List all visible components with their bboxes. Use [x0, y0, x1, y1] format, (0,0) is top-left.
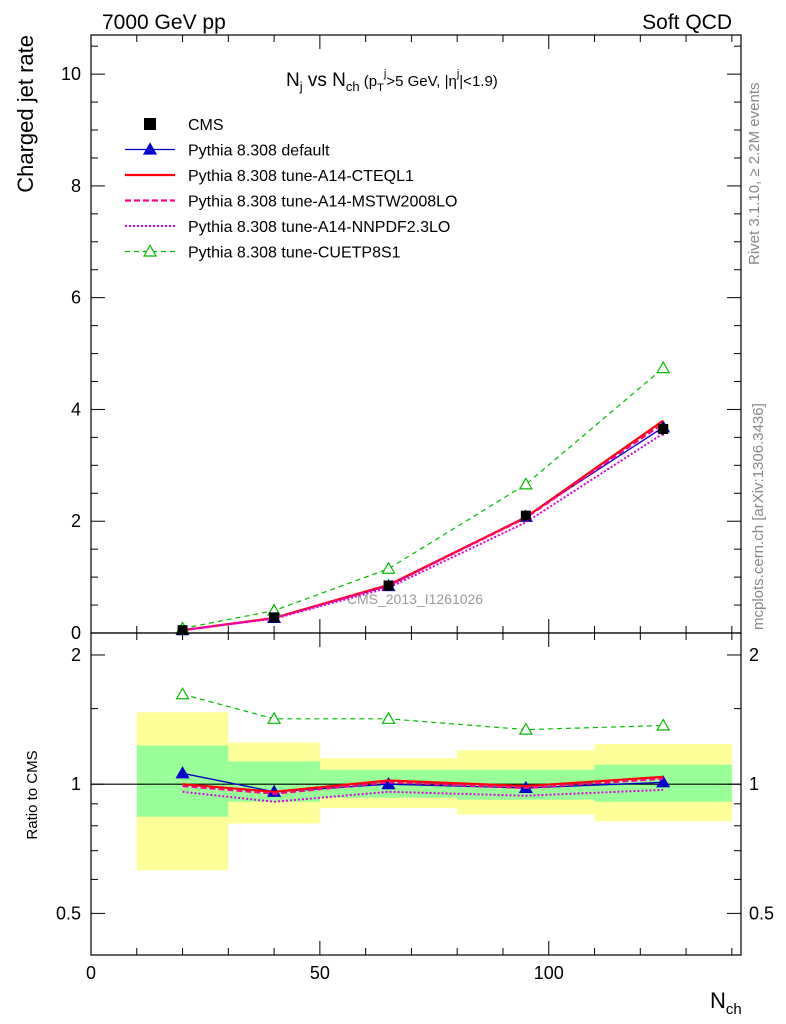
legend-label: Pythia 8.308 tune-A14-MSTW2008LO [188, 194, 457, 211]
ratio-series-point [267, 711, 282, 724]
ratio-y-tick-label-left: 0.5 [56, 903, 81, 923]
ratio-series-point [656, 718, 671, 731]
ratio-series-point [656, 775, 671, 788]
ratio-series-line [182, 775, 664, 793]
rivet-label: Rivet 3.1.10, ≥ 2.2M events [746, 83, 763, 266]
main-y-tick-label: 0 [71, 623, 81, 643]
main-ylabel: Charged jet rate [13, 35, 38, 193]
legend-label: Pythia 8.308 default [188, 143, 330, 160]
legend-marker [142, 142, 158, 155]
title-vs: vs N [303, 70, 346, 91]
cms-data-point [520, 510, 531, 521]
main-series-point [656, 360, 671, 374]
cms-data-point [177, 625, 188, 636]
energy-label: 7000 GeV pp [102, 11, 226, 34]
ratio-y-tick-label-right: 0.5 [749, 903, 774, 923]
main-y-tick-label: 4 [71, 399, 81, 419]
ratio-series-line [182, 788, 664, 803]
title-j-sup: j [383, 68, 386, 80]
ratio-series-point [518, 722, 533, 735]
ratio-x-tick-label: 50 [310, 963, 330, 983]
main-y-tick-label: 2 [71, 511, 81, 531]
main-series-point [518, 477, 533, 490]
ratio-ylabel: Ratio to CMS [24, 750, 41, 839]
main-title: Nj vs Nch (pTj>5 GeV, |ηj|<1.9) [286, 68, 498, 94]
legend-label-cms: CMS [188, 117, 224, 134]
ratio-frame [90, 632, 742, 956]
main-y-tick-label: 6 [71, 288, 81, 308]
ratio-x-tick-label: 100 [534, 963, 564, 983]
legend-marker [142, 244, 158, 257]
analysis-watermark: CMS_2013_I1261026 [347, 591, 483, 607]
main-plot: 0 2 4 6 8 10 [61, 34, 742, 643]
cms-data-point [269, 612, 280, 623]
title-j-sub: j [299, 79, 303, 94]
title-n: N [286, 70, 300, 91]
main-y-tick-label: 8 [71, 176, 81, 196]
ratio-series-point [381, 711, 396, 724]
ratio-y-tick-label-right: 1 [749, 774, 759, 794]
ratio-y-tick-label-left: 2 [71, 645, 81, 665]
ratio-y-tick-label-left: 1 [71, 774, 81, 794]
ratio-series-line [182, 693, 664, 731]
process-label: Soft QCD [642, 11, 732, 34]
title-t-sub: T [377, 82, 384, 94]
title-ch-sub: ch [346, 79, 360, 94]
legend-label: Pythia 8.308 tune-A14-CTEQL1 [188, 168, 414, 185]
ratio-series-point [175, 687, 190, 700]
title-open: (p [360, 73, 378, 90]
mcplots-label: mcplots.cern.ch [arXiv:1306.3436] [750, 403, 767, 630]
main-series-point [381, 561, 396, 574]
main-series-line [182, 432, 664, 632]
legend: CMS Pythia 8.308 default Pythia 8.308 tune… [125, 117, 457, 262]
xlabel-ch-sub: ch [726, 1001, 742, 1018]
main-y-tick-label: 10 [61, 64, 81, 84]
ratio-series-point [175, 766, 190, 779]
legend-marker-cms [144, 118, 156, 130]
title-gt: >5 GeV, |η [386, 73, 456, 90]
title-close: |<1.9) [459, 73, 498, 90]
legend-label: Pythia 8.308 tune-A14-NNPDF2.3LO [188, 219, 450, 236]
ratio-y-tick-label-right: 2 [749, 645, 759, 665]
legend-label: Pythia 8.308 tune-CUETP8S1 [188, 245, 401, 262]
ratio-series-line [182, 777, 664, 795]
cms-data-point [658, 424, 669, 435]
ratio-plot: 0 50 100 0.5 0.5 1 1 2 2 [56, 632, 774, 983]
cms-data-point [383, 580, 394, 591]
ratio-x-tick-label: 0 [86, 963, 96, 983]
x-axis-label: Nch [710, 988, 742, 1018]
ratio-band-inner [136, 745, 229, 817]
title-eta-sup: j [456, 68, 459, 80]
xlabel-n: N [710, 988, 726, 1013]
main-series-line [182, 367, 664, 630]
